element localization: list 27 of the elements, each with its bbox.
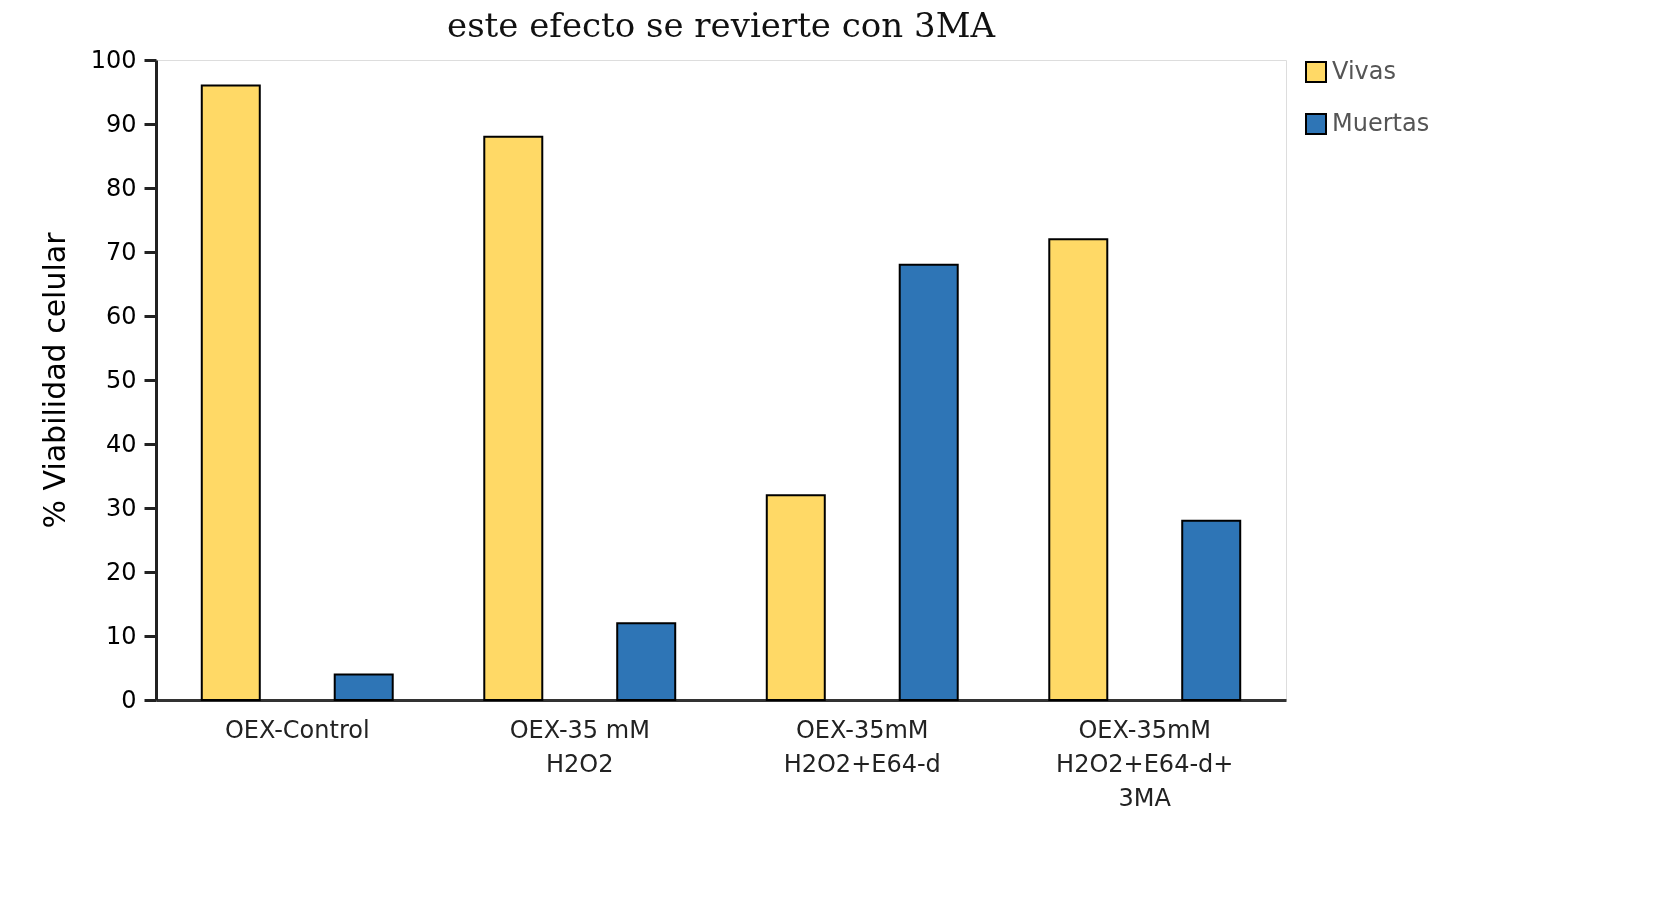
- y-tick-label: 20: [105, 557, 137, 586]
- x-tick-label: OEX-35mM H2O2+E64-d+ 3MA: [1056, 715, 1234, 812]
- y-tick-label: 70: [105, 237, 137, 266]
- y-tick-label: 10: [105, 621, 137, 650]
- y-tick-label: 60: [105, 301, 137, 330]
- bar: [483, 135, 544, 701]
- bar: [898, 263, 959, 701]
- legend-label: Muertas: [1332, 109, 1430, 137]
- bar: [200, 84, 261, 701]
- legend-label: Vivas: [1332, 57, 1396, 85]
- x-tick-label: OEX-35 mM H2O2: [509, 715, 650, 778]
- y-tick-label: 50: [105, 365, 137, 394]
- bar: [765, 494, 826, 701]
- bar: [333, 673, 394, 701]
- y-tick-label: 30: [105, 493, 137, 522]
- x-tick-label: OEX-35mM H2O2+E64-d: [783, 715, 941, 778]
- bar: [1181, 519, 1242, 701]
- y-tick-label: 40: [105, 429, 137, 458]
- y-axis-title: % Viabilidad celular: [36, 231, 72, 529]
- y-tick-label: 100: [90, 45, 137, 74]
- y-tick-label: 0: [121, 685, 137, 714]
- bar: [616, 622, 677, 701]
- y-tick-label: 80: [105, 173, 137, 202]
- y-tick-label: 90: [105, 109, 137, 138]
- chart-title: este efecto se revierte con 3MA: [447, 5, 996, 45]
- x-tick-label: OEX-Control: [224, 715, 370, 744]
- bar: [1048, 238, 1109, 701]
